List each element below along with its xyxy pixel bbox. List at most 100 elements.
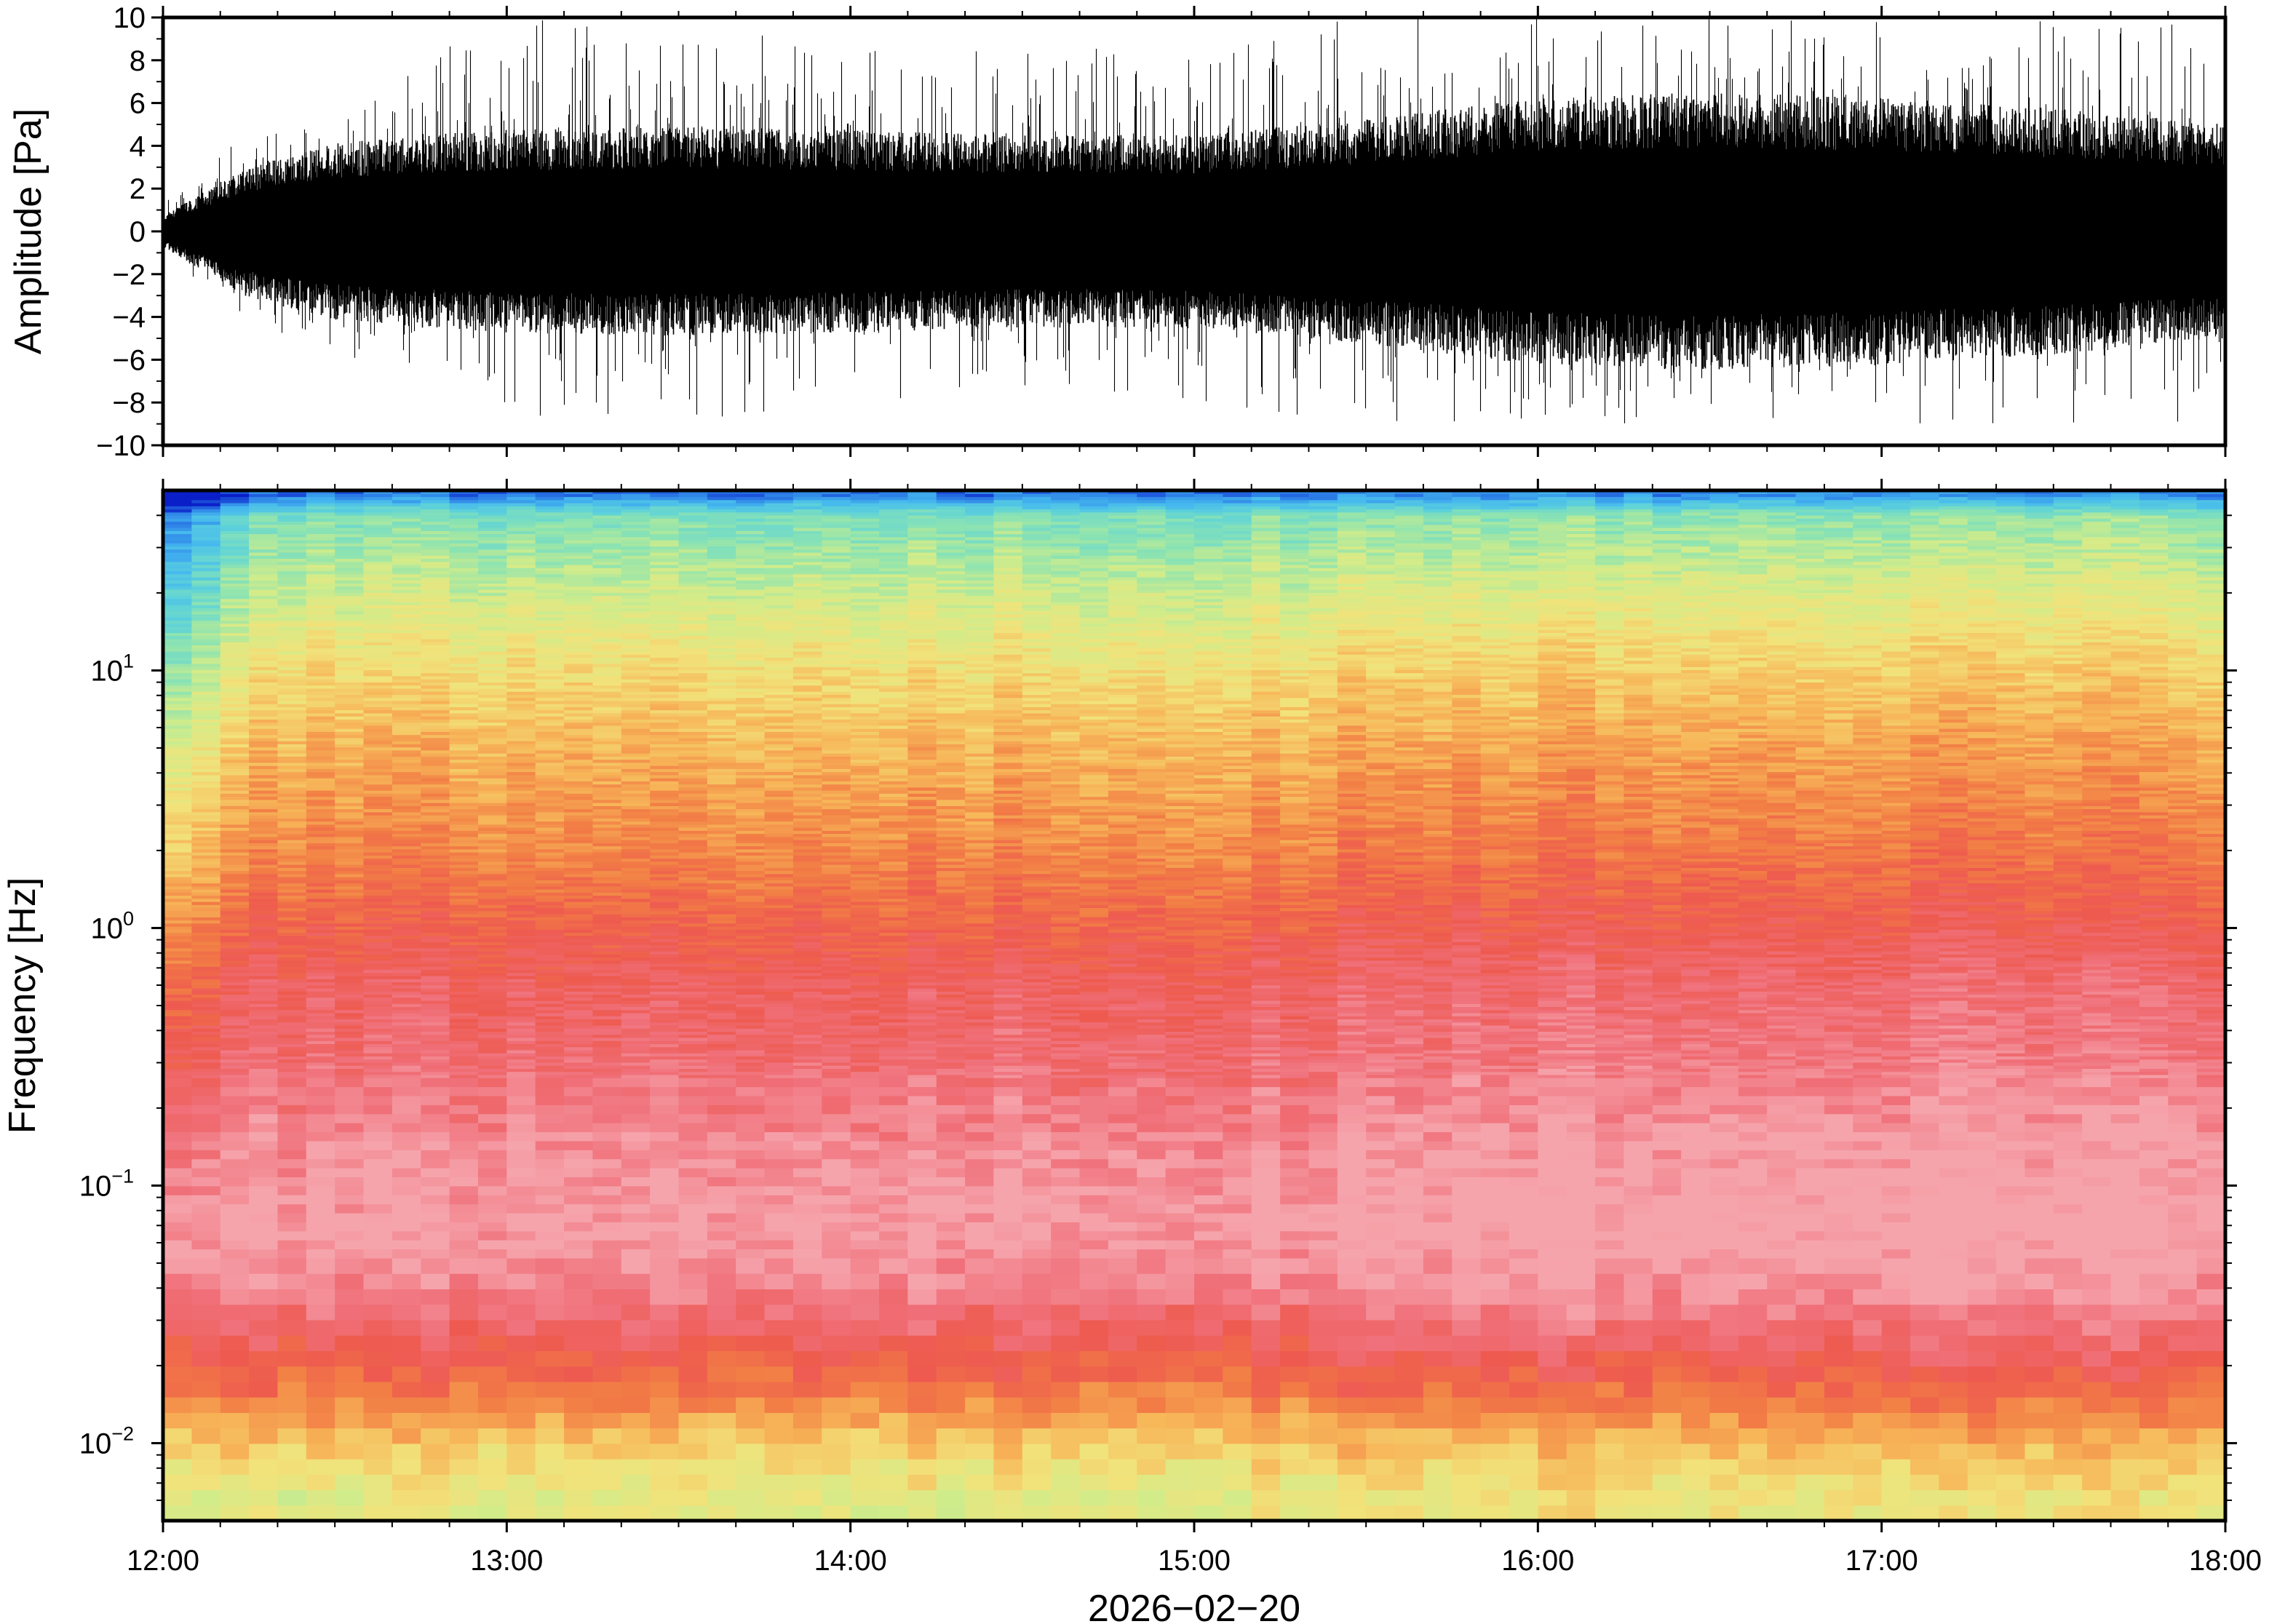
spectrogram-cell bbox=[650, 568, 680, 572]
spectrogram-cell bbox=[449, 920, 479, 924]
spectrogram-cell bbox=[220, 539, 250, 544]
spectrogram-cell bbox=[421, 944, 450, 949]
spectrogram-cell bbox=[736, 787, 766, 791]
spectrogram-cell bbox=[163, 1443, 192, 1460]
spectrogram-cell bbox=[421, 697, 450, 701]
spectrogram-cell bbox=[535, 650, 565, 655]
spectrogram-cell bbox=[191, 787, 221, 791]
spectrogram-cell bbox=[163, 858, 192, 862]
spectrogram-cell bbox=[220, 704, 250, 707]
spectrogram-cell bbox=[764, 1019, 794, 1023]
spectrogram-cell bbox=[592, 648, 622, 652]
spectrogram-cell bbox=[449, 1131, 479, 1142]
spectrogram-cell bbox=[736, 852, 766, 856]
spectrogram-cell bbox=[363, 932, 393, 936]
spectrogram-cell bbox=[449, 1381, 479, 1398]
spectrogram-cell bbox=[335, 685, 365, 689]
spectrogram-cell bbox=[277, 975, 307, 979]
spectrogram-cell bbox=[163, 848, 192, 853]
spectrogram-cell bbox=[621, 787, 651, 791]
spectrogram-cell bbox=[535, 892, 565, 896]
spectrogram-cell bbox=[449, 845, 479, 850]
spectrogram-cell bbox=[392, 741, 421, 744]
spectrogram-cell bbox=[163, 975, 192, 979]
spectrogram-cell bbox=[449, 759, 479, 763]
spectrogram-cell bbox=[564, 731, 594, 736]
spectrogram-cell bbox=[249, 555, 279, 560]
spectrogram-cell bbox=[535, 709, 565, 714]
spectrogram-cell bbox=[220, 1397, 250, 1413]
spectrogram-cell bbox=[564, 660, 594, 664]
spectrogram-cell bbox=[163, 1065, 192, 1069]
spectrogram-cell bbox=[535, 608, 565, 612]
spectrogram-cell bbox=[707, 929, 736, 934]
spectrogram-cell bbox=[220, 960, 250, 964]
spectrogram-cell bbox=[449, 1016, 479, 1020]
spectrogram-cell bbox=[449, 997, 479, 1001]
spectrogram-cell bbox=[678, 774, 708, 779]
spectrogram-cell bbox=[392, 549, 421, 553]
spectrogram-cell bbox=[191, 917, 221, 921]
spectrogram-cell bbox=[249, 1037, 279, 1041]
spectrogram-cell bbox=[449, 663, 479, 667]
spectrogram-cell bbox=[249, 509, 279, 513]
spectrogram-cell bbox=[363, 979, 393, 983]
spectrogram-cell bbox=[621, 1212, 651, 1222]
spectrogram-cell bbox=[764, 1016, 794, 1020]
spectrogram-cell bbox=[335, 1104, 365, 1115]
spectrogram-cell bbox=[621, 855, 651, 859]
spectrogram-cell bbox=[736, 1240, 766, 1250]
spectrogram-cell bbox=[764, 1140, 794, 1150]
spectrogram-cell bbox=[392, 1168, 421, 1178]
spectrogram-cell bbox=[449, 648, 479, 652]
spectrogram-cell bbox=[678, 861, 708, 865]
spectrogram-cell bbox=[306, 642, 335, 645]
spectrogram-cell bbox=[764, 963, 794, 967]
spectrogram-cell bbox=[564, 1222, 594, 1232]
spectrogram-cell bbox=[277, 805, 307, 810]
spectrogram-cell bbox=[249, 1443, 279, 1460]
spectrogram-cell bbox=[736, 895, 766, 899]
spectrogram-cell bbox=[220, 1350, 250, 1367]
spectrogram-cell bbox=[678, 744, 708, 748]
spectrogram-cell bbox=[535, 595, 565, 600]
spectrogram-cell bbox=[678, 592, 708, 597]
spectrogram-cell bbox=[707, 601, 736, 605]
spectrogram-cell bbox=[363, 1074, 393, 1078]
spectrogram-cell bbox=[477, 549, 507, 553]
spectrogram-cell bbox=[592, 1046, 622, 1051]
spectrogram-cell bbox=[392, 1104, 421, 1115]
spectrogram-cell bbox=[392, 518, 421, 522]
spectrogram-cell bbox=[650, 765, 680, 769]
spectrogram-cell bbox=[506, 873, 536, 877]
spectrogram-cell bbox=[650, 558, 680, 562]
spectrogram-cell bbox=[764, 1397, 794, 1413]
spectrogram-cell bbox=[392, 1040, 421, 1044]
spectrogram-cell bbox=[277, 1016, 307, 1020]
spectrogram-cell bbox=[535, 1086, 565, 1096]
spectrogram-cell bbox=[392, 499, 421, 503]
spectrogram-cell bbox=[736, 1053, 766, 1056]
spectrogram-cell bbox=[592, 546, 622, 550]
spectrogram-cell bbox=[306, 870, 335, 875]
spectrogram-cell bbox=[564, 1249, 594, 1259]
spectrogram-cell bbox=[363, 546, 393, 550]
spectrogram-cell bbox=[535, 935, 565, 939]
spectrogram-cell bbox=[335, 1078, 365, 1088]
spectrogram-cell bbox=[363, 1006, 393, 1011]
spectrogram-cell bbox=[764, 1024, 794, 1029]
spectrogram-cell bbox=[650, 1212, 680, 1222]
spectrogram-cell bbox=[335, 1249, 365, 1259]
spectrogram-cell bbox=[650, 731, 680, 736]
spectrogram-cell bbox=[564, 1037, 594, 1041]
spectrogram-cell bbox=[736, 1489, 766, 1506]
spectrogram-cell bbox=[621, 642, 651, 645]
spectrogram-cell bbox=[449, 691, 479, 695]
spectrogram-cell bbox=[277, 982, 307, 986]
spectrogram-cell bbox=[564, 907, 594, 912]
spectrogram-cell bbox=[477, 617, 507, 621]
spectrogram-cell bbox=[392, 506, 421, 510]
spectrogram-cell bbox=[707, 1459, 736, 1475]
spectrogram-cell bbox=[621, 1428, 651, 1444]
spectrogram-cell bbox=[249, 840, 279, 843]
